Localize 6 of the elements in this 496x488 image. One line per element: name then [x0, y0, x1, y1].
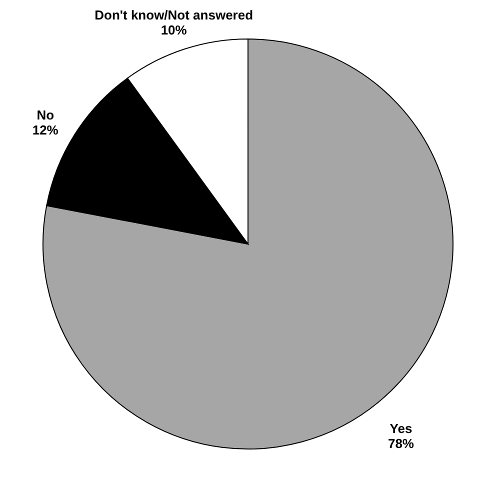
- data-label: 10%: [160, 22, 188, 38]
- slice-label: Yes: [390, 420, 412, 436]
- data-label: 12%: [32, 122, 59, 138]
- slice-label: No: [36, 107, 54, 122]
- slice-label: Don't know/Not answered: [94, 8, 254, 23]
- data-label: 78%: [388, 436, 414, 451]
